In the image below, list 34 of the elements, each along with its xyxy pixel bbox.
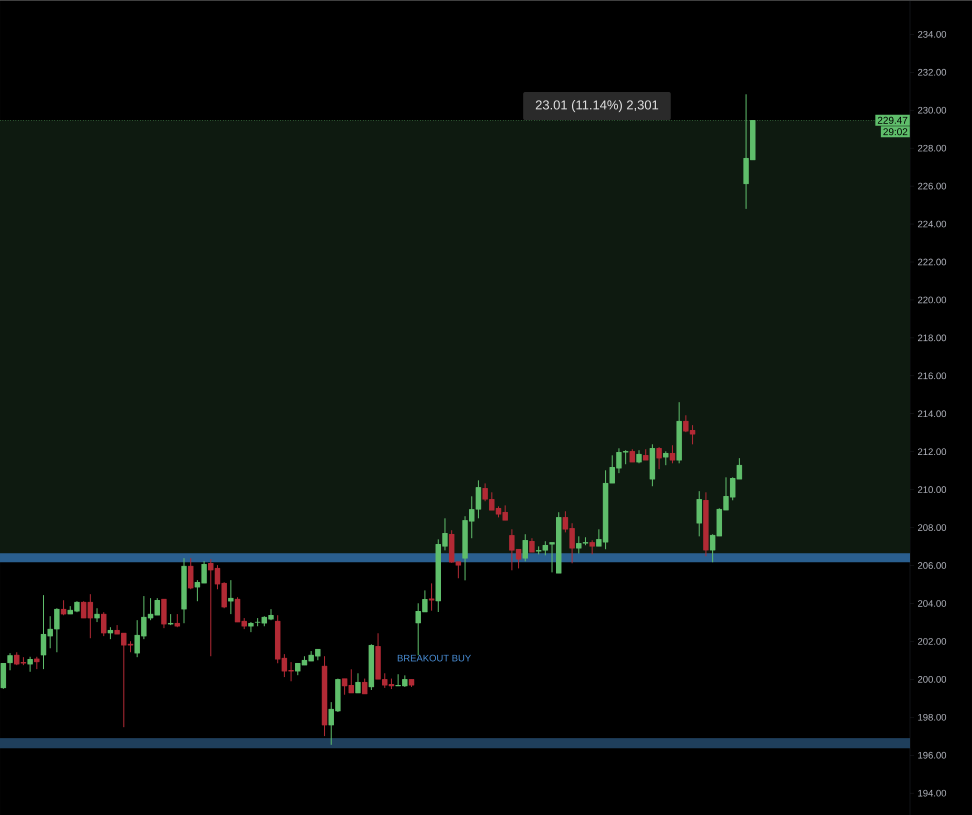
candlestick	[322, 656, 328, 736]
candlestick	[7, 652, 13, 671]
y-tick-label: 218.00	[918, 334, 946, 342]
y-tick-label: 194.00	[918, 790, 946, 796]
y-tick-label: 216.00	[918, 372, 946, 379]
candlestick	[181, 557, 187, 624]
candlestick	[408, 678, 414, 688]
candlestick	[94, 608, 100, 622]
y-tick-label: 202.00	[918, 638, 946, 645]
y-tick-label: 220.00	[918, 296, 946, 304]
y-tick-label: 206.00	[918, 562, 946, 569]
annotation: BREAKOUT BUY	[398, 654, 471, 662]
y-tick-label: 214.00	[918, 410, 946, 417]
y-tick-label: 234.00	[918, 30, 946, 38]
y-tick-label: 224.00	[918, 220, 946, 228]
y-tick-label: 232.00	[918, 68, 946, 76]
y-tick-label: 208.00	[918, 524, 946, 531]
y-tick-label: 196.00	[918, 752, 946, 758]
y-tick-label: 212.00	[918, 448, 946, 455]
y-tick-label: 200.00	[918, 676, 946, 683]
y-tick-label: 230.00	[918, 106, 946, 114]
candlestick	[670, 444, 676, 464]
y-tick-label: 222.00	[918, 258, 946, 266]
candlestick	[355, 672, 361, 694]
y-tick-label: 226.00	[918, 182, 946, 190]
candlestick	[529, 538, 535, 553]
y-tick-label: 198.00	[918, 714, 946, 720]
y-tick-label: 228.00	[918, 144, 946, 152]
y-tick-label: 210.00	[918, 486, 946, 493]
y-tick-label: 204.00	[918, 600, 946, 607]
candlestick	[636, 450, 642, 464]
annotation: 29:02	[883, 128, 908, 136]
band-label: 23.01 (11.14%) 2,301	[536, 100, 658, 112]
ref-line-label: 229.47	[878, 116, 908, 124]
